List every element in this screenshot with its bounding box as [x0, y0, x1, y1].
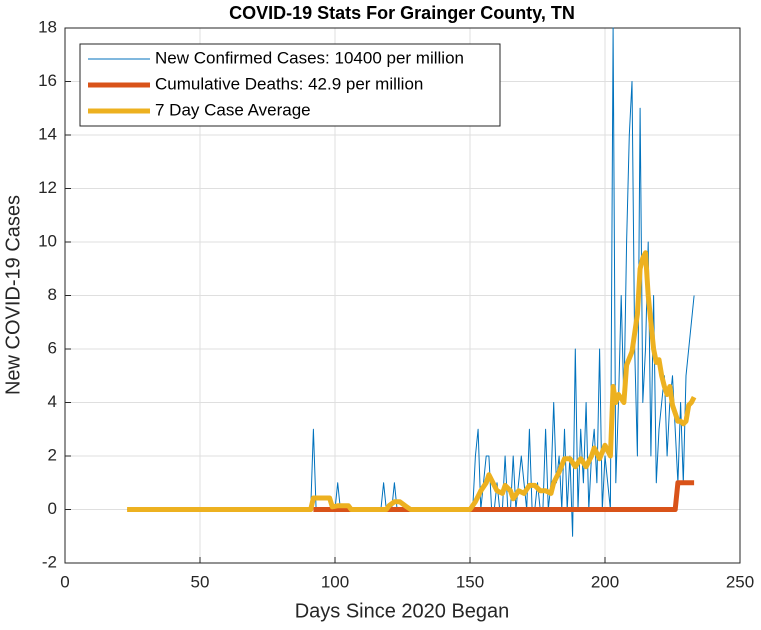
- y-tick-label: 16: [38, 71, 57, 90]
- x-tick-label: 200: [591, 572, 619, 591]
- y-tick-label: 0: [48, 499, 57, 518]
- data-line: [127, 27, 695, 537]
- y-tick-label: 4: [48, 392, 57, 411]
- x-axis-label: Days Since 2020 Began: [295, 600, 510, 622]
- y-tick-label: 14: [38, 124, 57, 143]
- legend-label: New Confirmed Cases: 10400 per million: [155, 48, 464, 67]
- y-tick-label: 6: [48, 338, 57, 357]
- x-tick-label: 100: [321, 572, 349, 591]
- x-tick-label: 150: [456, 572, 484, 591]
- y-tick-label: 18: [38, 17, 57, 36]
- chart-title: COVID-19 Stats For Grainger County, TN: [229, 3, 575, 23]
- axes-box: [64, 27, 741, 564]
- y-tick-label: 2: [48, 445, 57, 464]
- legend-label: Cumulative Deaths: 42.9 per million: [155, 74, 423, 93]
- x-tick-label: 250: [726, 572, 754, 591]
- x-tick-label: 0: [60, 572, 69, 591]
- data-line: [127, 250, 697, 512]
- y-tick-label: 8: [48, 285, 57, 304]
- y-tick-label: -2: [42, 552, 57, 571]
- y-tick-label: 12: [38, 178, 57, 197]
- data-line: [313, 480, 695, 512]
- legend-label: 7 Day Case Average: [155, 100, 311, 119]
- x-tick-label: 50: [191, 572, 210, 591]
- y-axis-label: New COVID-19 Cases: [2, 195, 24, 395]
- y-tick-label: 10: [38, 231, 57, 250]
